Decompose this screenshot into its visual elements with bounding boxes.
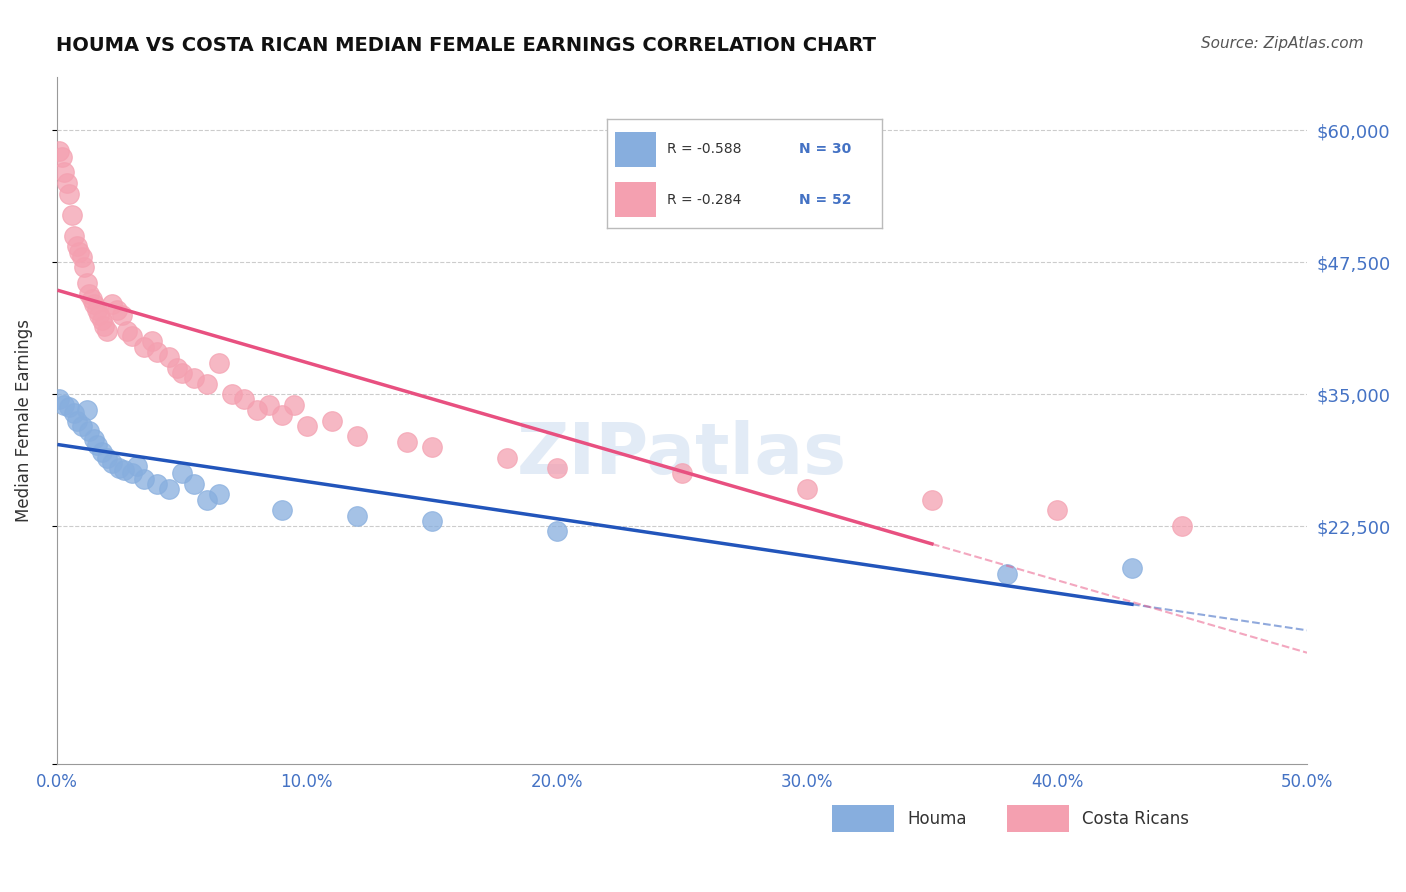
Point — [100, 297, 122, 311]
Point — [145, 477, 167, 491]
Point — [48, 392, 70, 407]
Point — [671, 467, 693, 481]
Point — [96, 450, 118, 465]
Point — [63, 228, 86, 243]
Point — [83, 432, 105, 446]
Point — [121, 329, 143, 343]
Point — [195, 492, 218, 507]
Point — [53, 165, 76, 179]
Point — [346, 429, 368, 443]
Point — [170, 467, 193, 481]
Point — [93, 318, 115, 333]
Point — [395, 434, 418, 449]
Point — [77, 424, 100, 438]
Text: Source: ZipAtlas.com: Source: ZipAtlas.com — [1201, 36, 1364, 51]
Point — [183, 371, 205, 385]
Point — [183, 477, 205, 491]
Point — [96, 324, 118, 338]
Point — [420, 440, 443, 454]
Point — [546, 461, 568, 475]
Point — [346, 508, 368, 523]
Point — [283, 398, 305, 412]
Point — [195, 376, 218, 391]
Point — [921, 492, 943, 507]
Point — [89, 308, 111, 322]
Point — [208, 487, 231, 501]
Point — [295, 418, 318, 433]
Point — [67, 244, 90, 259]
Point — [86, 302, 108, 317]
Point — [115, 324, 138, 338]
Point — [1046, 503, 1069, 517]
FancyBboxPatch shape — [1007, 805, 1070, 832]
Point — [70, 250, 93, 264]
Point — [796, 482, 818, 496]
Point — [108, 461, 131, 475]
Point — [80, 292, 103, 306]
Text: ZIPatlas: ZIPatlas — [517, 420, 846, 490]
Point — [208, 355, 231, 369]
Point — [105, 302, 128, 317]
Point — [157, 350, 180, 364]
Point — [141, 334, 163, 349]
FancyBboxPatch shape — [832, 805, 894, 832]
Point — [170, 366, 193, 380]
Point — [65, 239, 87, 253]
Y-axis label: Median Female Earnings: Median Female Earnings — [15, 319, 32, 522]
Point — [257, 398, 280, 412]
Point — [321, 414, 343, 428]
Point — [221, 387, 243, 401]
Point — [121, 467, 143, 481]
Text: Costa Ricans: Costa Ricans — [1083, 810, 1189, 828]
Point — [270, 503, 292, 517]
Point — [420, 514, 443, 528]
Point — [55, 176, 77, 190]
Point — [125, 458, 148, 473]
Text: Houma: Houma — [907, 810, 966, 828]
Point — [1121, 561, 1143, 575]
Point — [76, 403, 98, 417]
Point — [76, 277, 98, 291]
Point — [166, 360, 188, 375]
Point — [58, 186, 80, 201]
Text: HOUMA VS COSTA RICAN MEDIAN FEMALE EARNINGS CORRELATION CHART: HOUMA VS COSTA RICAN MEDIAN FEMALE EARNI… — [56, 36, 876, 54]
Point — [51, 150, 73, 164]
Point — [48, 145, 70, 159]
Point — [995, 566, 1018, 581]
Point — [63, 406, 86, 420]
Point — [73, 260, 96, 275]
Point — [112, 463, 135, 477]
Point — [495, 450, 517, 465]
Point — [58, 400, 80, 414]
Point — [83, 297, 105, 311]
Point — [157, 482, 180, 496]
Point — [100, 456, 122, 470]
Point — [134, 472, 156, 486]
Point — [546, 524, 568, 539]
Point — [90, 313, 112, 327]
Point — [86, 438, 108, 452]
Point — [53, 398, 76, 412]
Point — [1171, 519, 1194, 533]
Point — [90, 445, 112, 459]
Point — [145, 345, 167, 359]
Point — [246, 403, 269, 417]
Point — [65, 414, 87, 428]
Point — [233, 392, 256, 407]
Point — [134, 340, 156, 354]
Point — [70, 418, 93, 433]
Point — [270, 409, 292, 423]
Point — [77, 286, 100, 301]
Point — [60, 208, 83, 222]
Point — [111, 308, 134, 322]
